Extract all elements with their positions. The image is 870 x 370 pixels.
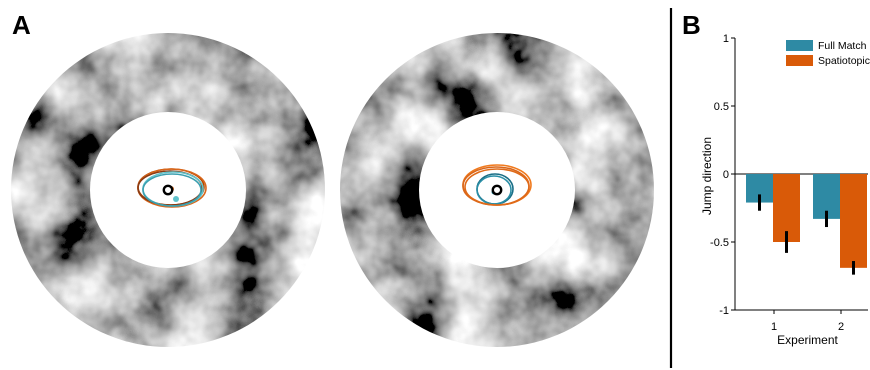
y-tick-label: 1 [723,33,729,45]
ellipse-trace [464,168,530,206]
panel-a-letter: A [12,10,31,40]
bar-chart: 1 0.5 0 -0.5 -1 1 2 Full Match Spatiotopic Jump… [700,33,870,347]
legend-swatch [786,55,813,66]
fixation-icon [491,184,503,196]
stimulus-right [340,33,654,347]
y-tick-label: -1 [719,305,729,317]
bar-spatiotopic-exp2 [840,174,867,268]
stimulus-left [11,33,325,347]
legend-label: Spatiotopic [818,55,870,67]
x-tick-label: 1 [771,321,777,333]
ellipse-traces-left [137,168,207,208]
x-tick-label: 2 [838,321,844,333]
y-tick-label: -0.5 [710,237,729,249]
ellipse-trace [142,173,202,207]
fixation-icon [162,184,174,196]
y-tick-label: 0.5 [714,101,729,113]
x-axis-title: Experiment [777,333,838,347]
legend-label: Full Match [818,40,867,52]
chart-legend: Full Match Spatiotopic [786,40,870,67]
ellipse-traces-right [462,164,532,206]
chart-bars [746,174,867,275]
y-tick-label: 0 [723,169,729,181]
legend-swatch [786,40,813,51]
bar-spatiotopic-exp1 [773,174,800,242]
chart-axes: 1 0.5 0 -0.5 -1 1 2 [710,33,868,333]
y-axis-title: Jump direction [700,137,714,215]
panel-b-letter: B [682,10,701,40]
ellipse-trace [476,175,512,205]
ellipse-trace [137,170,203,206]
mean-position-dot [173,196,179,202]
